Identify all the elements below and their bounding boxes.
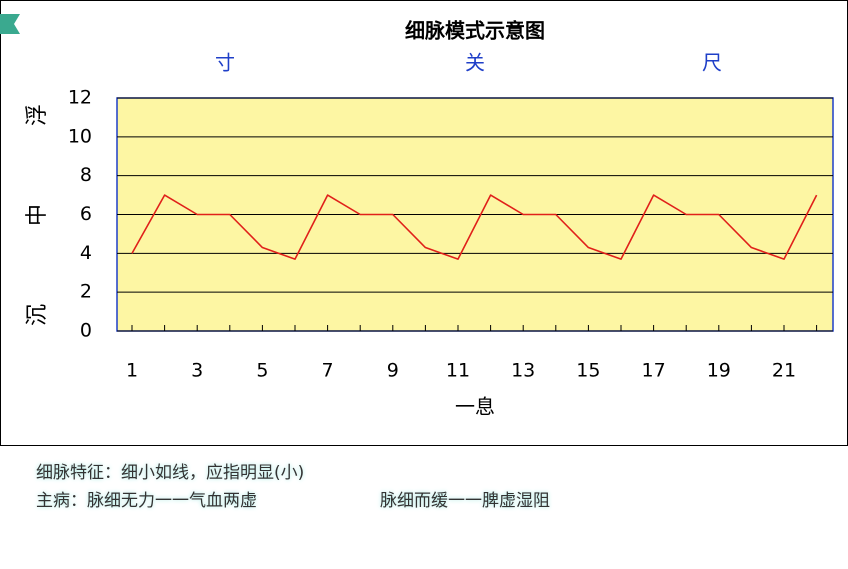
x-tick-label: 21 [772,360,796,382]
position-label: 寸 [215,51,235,75]
x-tick-label: 19 [707,360,731,382]
x-axis-label: 一息 [455,395,495,419]
position-label: 关 [465,51,485,75]
corner-mark [0,14,20,34]
y-tick-label: 10 [68,125,92,147]
data-line [131,194,818,260]
y-tick-label: 2 [80,281,92,303]
x-tick-label: 15 [576,360,600,382]
y-tick-label: 8 [80,164,92,186]
x-tick-label: 5 [256,360,268,382]
x-tick-label: 1 [126,360,138,382]
x-tick-label: 9 [387,360,399,382]
x-tick-label: 13 [511,360,535,382]
note-feature: 细脉特征：细小如线，应指明显(小) [36,463,305,483]
y-tick-label: 0 [80,320,92,342]
chart: 细脉模式示意图 024681012寸关尺浮中沉一息1 3 5 7 9 11 13 15 17 19… [0,0,848,446]
position-label: 尺 [702,51,722,75]
note-disease: 脉细而缓一一脾虚湿阻 [380,491,550,511]
x-tick-label: 3 [191,360,203,382]
y-tick-label: 12 [68,87,92,109]
chart-title: 细脉模式示意图 [405,19,545,43]
note-disease: 主病：脉细无力一一气血两虚 [36,491,257,511]
y-tick-label: 4 [80,242,92,264]
y-tick-label: 6 [80,203,92,225]
x-tick-label: 7 [322,360,334,382]
x-tick-label: 11 [446,360,470,382]
depth-label: 浮 [25,104,50,126]
x-tick-label: 17 [642,360,666,382]
depth-label: 中 [25,204,50,226]
depth-label: 沉 [25,304,50,326]
